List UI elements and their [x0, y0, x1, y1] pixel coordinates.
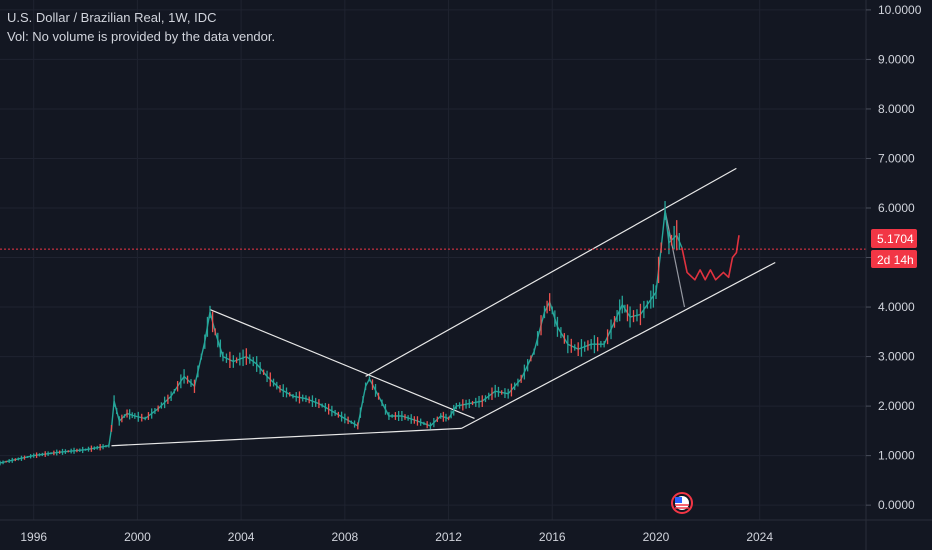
price-line-series — [0, 210, 683, 464]
x-tick-label: 2020 — [643, 530, 670, 544]
current-price-label: 5.1704 — [877, 232, 914, 246]
y-tick-label: 6.0000 — [878, 201, 915, 215]
countdown-badge-bg — [871, 250, 917, 268]
projection-path — [681, 235, 740, 281]
y-tick-label: 4.0000 — [878, 300, 915, 314]
x-tick-label: 2016 — [539, 530, 566, 544]
y-tick-label: 8.0000 — [878, 102, 915, 116]
y-tick-label: 2.0000 — [878, 399, 915, 413]
y-tick-label: 0.0000 — [878, 498, 915, 512]
countdown-label: 2d 14h — [877, 253, 914, 267]
price-series — [0, 201, 740, 466]
x-tick-label: 2004 — [228, 530, 255, 544]
channel-lower-line[interactable] — [461, 261, 776, 429]
volume-note: Vol: No volume is provided by the data v… — [7, 29, 276, 44]
x-tick-label: 2012 — [435, 530, 462, 544]
x-tick-label: 2008 — [331, 530, 358, 544]
chart-legend: U.S. Dollar / Brazilian Real, 1W, IDC Vo… — [7, 8, 275, 46]
channel-upper-line[interactable] — [365, 167, 737, 377]
price-badges: 5.1704 2d 14h — [871, 229, 917, 268]
drop-line[interactable] — [664, 210, 686, 308]
y-tick-label: 10.0000 — [878, 3, 922, 17]
y-tick-label: 9.0000 — [878, 52, 915, 66]
x-tick-label: 2000 — [124, 530, 151, 544]
x-tick-label: 1996 — [20, 530, 47, 544]
x-tick-label: 2024 — [746, 530, 773, 544]
y-axis[interactable]: 10.00009.00008.00007.00006.00005.00004.0… — [865, 0, 922, 550]
y-tick-label: 3.0000 — [878, 350, 915, 364]
flag-icon[interactable] — [671, 492, 693, 514]
y-tick-label: 1.0000 — [878, 449, 915, 463]
support-line[interactable] — [111, 427, 462, 447]
grid — [0, 0, 866, 520]
trend-lines[interactable] — [111, 167, 776, 447]
chart-title: U.S. Dollar / Brazilian Real, 1W, IDC — [7, 10, 217, 25]
descending-line[interactable] — [209, 308, 475, 420]
y-tick-label: 7.0000 — [878, 151, 915, 165]
x-axis[interactable]: 1996 2000 2004 2008 2012 2016 2020 2024 — [0, 519, 932, 544]
price-badge-bg — [871, 229, 917, 248]
